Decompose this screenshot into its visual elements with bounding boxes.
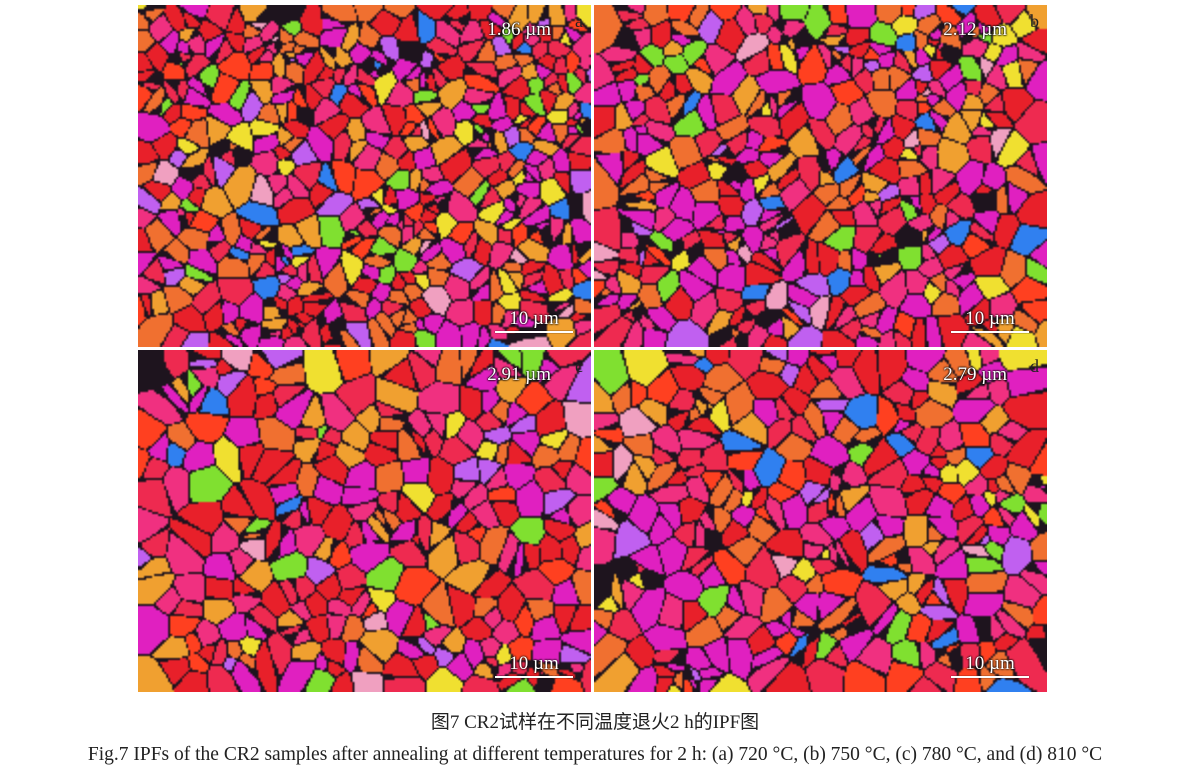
scale-bar: 10 µm xyxy=(495,653,573,678)
grain-map xyxy=(594,5,1047,347)
panel-letter: d xyxy=(1030,356,1039,376)
caption-zh: 图7 CR2试样在不同温度退火2 h的IPF图 xyxy=(430,712,760,733)
ipf-map-c: 2.91 µm c 10 µm xyxy=(138,350,591,692)
grain-map xyxy=(138,5,591,347)
grain-size-label: 2.79 µm xyxy=(943,364,1007,385)
caption-en: Fig.7 IPFs of the CR2 samples after anne… xyxy=(87,744,1103,765)
ipf-map-d: 2.79 µm d 10 µm xyxy=(594,350,1047,692)
grain-map xyxy=(138,350,591,692)
scale-bar: 10 µm xyxy=(495,308,573,333)
panel-letter: c xyxy=(575,356,583,376)
scale-bar: 10 µm xyxy=(951,653,1029,678)
panel-letter: a xyxy=(575,11,583,31)
scale-bar: 10 µm xyxy=(951,308,1029,333)
ipf-map-a: 1.86 µm a 10 µm xyxy=(138,5,591,347)
grain-size-label: 1.86 µm xyxy=(487,19,551,40)
grain-size-label: 2.91 µm xyxy=(487,364,551,385)
grain-size-label: 2.12 µm xyxy=(943,19,1007,40)
ipf-map-b: 2.12 µm b 10 µm xyxy=(594,5,1047,347)
panel-letter: b xyxy=(1030,11,1039,31)
grain-map xyxy=(594,350,1047,692)
